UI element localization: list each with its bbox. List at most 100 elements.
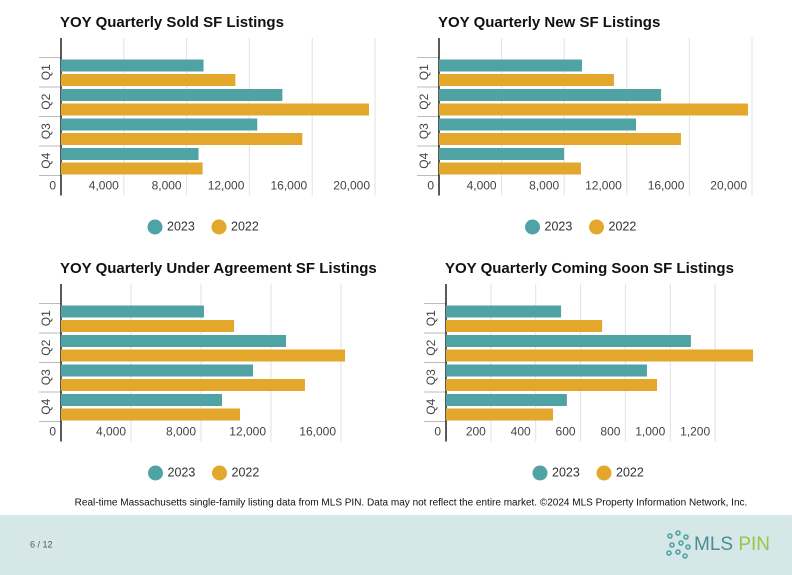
y-tick-label: Q4 [39,152,53,168]
x-tick-label: 600 [556,425,576,439]
bar [61,59,204,72]
chart-title: YOY Quarterly Coming Soon SF Listings [445,260,734,277]
logo-text: MLS PIN [694,534,770,555]
bar [61,349,346,362]
x-tick-label: 0 [434,425,441,439]
bar [61,379,305,391]
x-tick-label: 8,000 [529,179,559,193]
bar [61,408,241,421]
bar [446,335,691,347]
y-tick-label: Q3 [417,123,431,139]
y-tick-label: Q2 [424,339,438,355]
bar [61,118,258,131]
bar [61,148,199,160]
bar [446,408,553,421]
footnote: Real-time Massachusetts single-family li… [75,498,748,509]
chart-title: YOY Quarterly Sold SF Listings [60,14,284,31]
bar [439,118,637,131]
legend-label: 2022 [231,219,259,233]
legend-swatch [532,465,548,481]
y-tick-label: Q1 [417,64,431,80]
legend-label: 2022 [609,219,637,233]
y-tick-label: Q2 [39,93,53,109]
x-tick-label: 8,000 [166,425,196,439]
bar [446,349,754,362]
x-tick-label: 4,000 [467,179,497,193]
logo-right: PIN [738,534,770,555]
x-tick-label: 12,000 [229,425,266,439]
bar [439,103,748,116]
bar [61,74,236,86]
x-tick-label: 12,000 [585,179,622,193]
y-tick-label: Q4 [39,398,53,414]
legend-swatch [212,465,227,481]
bar [61,103,370,116]
y-tick-label: Q1 [39,64,53,80]
legend-label: 2022 [616,465,644,479]
x-tick-label: 20,000 [710,179,747,193]
bar [61,394,222,406]
y-tick-label: Q3 [39,369,53,385]
y-tick-label: Q3 [424,369,438,385]
y-tick-label: Q4 [424,398,438,414]
bar [446,379,658,391]
footer-band [0,515,792,575]
chart-title: YOY Quarterly New SF Listings [438,14,660,31]
x-tick-label: 4,000 [96,425,126,439]
x-tick-label: 0 [49,425,56,439]
x-tick-label: 16,000 [299,425,336,439]
x-tick-label: 16,000 [270,179,307,193]
x-tick-label: 200 [466,425,486,439]
x-tick-label: 1,200 [680,425,710,439]
legend-label: 2023 [167,219,195,233]
chart-title: YOY Quarterly Under Agreement SF Listing… [60,260,377,277]
bar [439,59,583,72]
logo-left: MLS [694,534,733,555]
y-tick-label: Q1 [424,310,438,326]
x-tick-label: 16,000 [648,179,685,193]
y-tick-label: Q3 [39,123,53,139]
legend-swatch [589,219,604,235]
bar [446,364,647,377]
bar [61,320,235,332]
y-tick-label: Q2 [417,93,431,109]
bar [439,162,581,175]
bar [439,148,565,160]
x-tick-label: 4,000 [89,179,119,193]
legend-swatch [148,465,163,481]
legend-swatch [596,465,612,481]
bar [446,394,567,406]
bar [61,162,203,175]
logo-icon [666,530,691,559]
x-tick-label: 8,000 [152,179,182,193]
legend-label: 2023 [168,465,196,479]
x-tick-label: 12,000 [208,179,245,193]
x-tick-label: 20,000 [333,179,370,193]
x-tick-label: 1,000 [635,425,665,439]
legend-label: 2022 [232,465,260,479]
legend-label: 2023 [545,219,573,233]
x-tick-label: 400 [511,425,531,439]
page-number: 6 / 12 [30,539,53,549]
bar [61,133,303,145]
bar [446,305,562,318]
bar [61,364,253,377]
bar [446,320,603,332]
legend-swatch [211,219,227,235]
bar [439,133,681,145]
bar [61,89,283,101]
bar [61,335,287,347]
bar [439,89,662,101]
legend-label: 2023 [552,465,580,479]
x-tick-label: 800 [600,425,620,439]
legend-swatch [147,219,163,235]
x-tick-label: 0 [49,179,56,193]
y-tick-label: Q1 [39,310,53,326]
y-tick-label: Q2 [39,339,53,355]
legend-swatch [525,219,540,235]
y-tick-label: Q4 [417,152,431,168]
bar [439,74,614,86]
x-tick-label: 0 [427,179,434,193]
bar [61,305,204,318]
